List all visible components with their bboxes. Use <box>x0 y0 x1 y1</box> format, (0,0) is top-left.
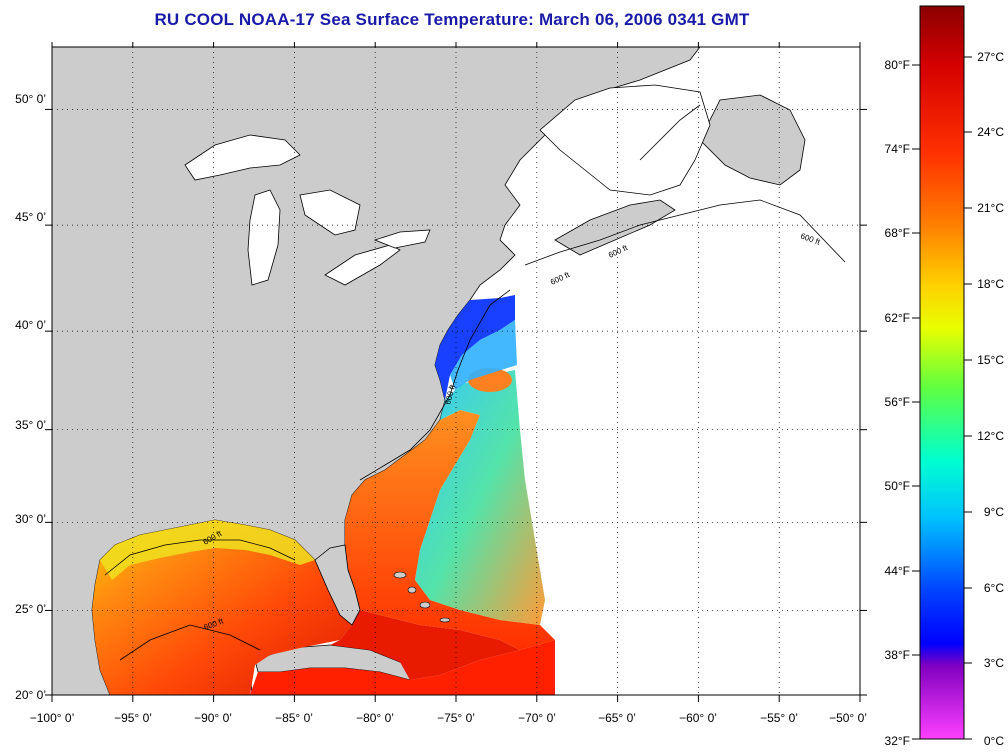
nova-scotia-land <box>554 199 676 256</box>
latitude-labels: 20° 0’ 25° 0’ 30° 0’ 35° 0’ 40° 0’ 45° 0… <box>15 92 46 702</box>
lon-tick-label: −60° 0’ <box>679 711 717 725</box>
longitude-labels: −100° 0’ −95° 0’ −90° 0’ −85° 0’ −80° 0’… <box>30 711 867 725</box>
gulf-sst <box>92 520 352 695</box>
lat-tick-label: 50° 0’ <box>15 92 46 106</box>
lon-tick-label: −100° 0’ <box>30 711 75 725</box>
tick-marks <box>45 42 867 702</box>
st-lawrence-water <box>539 84 711 196</box>
straits-sst <box>330 610 520 680</box>
lake-ontario <box>373 229 431 249</box>
shelf-water-sst <box>435 295 515 400</box>
lake-michigan <box>247 189 281 286</box>
lat-tick-label: 25° 0’ <box>15 602 46 616</box>
lake-erie <box>324 244 401 286</box>
lat-tick-label: 20° 0’ <box>15 688 46 702</box>
depth-contours <box>104 104 846 661</box>
lon-tick-label: −90° 0’ <box>194 711 232 725</box>
lon-tick-label: −55° 0’ <box>760 711 798 725</box>
lake-huron <box>299 189 361 236</box>
lon-tick-label: −70° 0’ <box>518 711 556 725</box>
gulf-stream-sst <box>345 410 555 650</box>
lon-tick-label: −75° 0’ <box>437 711 475 725</box>
lat-tick-label: 40° 0’ <box>15 318 46 332</box>
bahamas-islands <box>393 571 451 623</box>
lon-tick-label: −95° 0’ <box>114 711 152 725</box>
lat-tick-label: 30° 0’ <box>15 512 46 526</box>
gulf-shelf-sst <box>100 520 315 580</box>
slope-water-sst <box>415 370 545 625</box>
newfoundland-land <box>699 94 806 186</box>
grid-lines <box>52 47 860 695</box>
lake-superior <box>184 134 301 181</box>
lon-tick-label: −65° 0’ <box>598 711 636 725</box>
lon-tick-label: −80° 0’ <box>356 711 394 725</box>
caribbean-sst <box>250 640 555 695</box>
lon-tick-label: −85° 0’ <box>275 711 313 725</box>
page-title: RU COOL NOAA-17 Sea Surface Temperature:… <box>154 10 750 29</box>
shelf-water-cyan <box>450 320 517 390</box>
florida-land <box>314 544 361 626</box>
lon-tick-label: −50° 0’ <box>829 711 867 725</box>
lat-tick-label: 35° 0’ <box>15 418 46 432</box>
lat-tick-label: 45° 0’ <box>15 210 46 224</box>
